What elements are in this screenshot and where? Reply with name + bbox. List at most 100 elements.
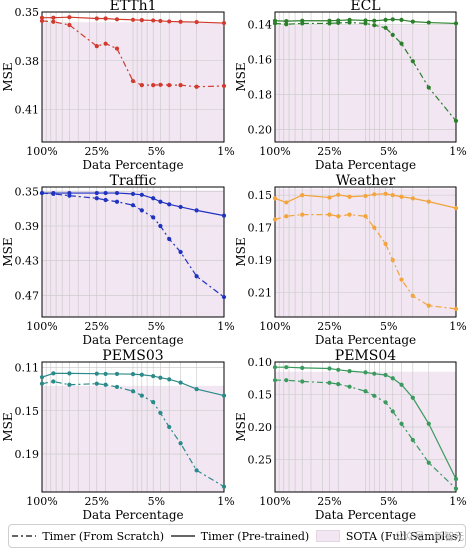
y-axis-label: MSE	[234, 412, 248, 441]
chart-panel-pems03: PEMS03 0.11 0.15 0.19 100% 25% 5% 1% Data Percen…	[1, 348, 235, 522]
chart-title: PEMS03	[102, 348, 163, 364]
data-point	[327, 212, 332, 217]
data-point	[453, 21, 459, 26]
data-point	[347, 384, 352, 389]
data-point	[151, 18, 156, 23]
y-tick-label: 0.18	[248, 89, 273, 102]
data-point	[221, 83, 227, 89]
data-point	[221, 213, 227, 218]
series-line-pretrained	[275, 366, 457, 480]
data-point	[130, 78, 136, 84]
x-tick-label: 1%	[449, 495, 466, 508]
data-point	[372, 192, 377, 197]
legend-label-sota: SOTA (Full Samples)	[345, 529, 462, 543]
chart-title: Traffic	[110, 173, 157, 189]
data-point	[67, 22, 72, 28]
data-point	[130, 372, 136, 377]
data-point	[272, 196, 278, 201]
data-point	[453, 306, 459, 311]
y-tick-label: 0.14	[248, 18, 273, 31]
data-point	[272, 217, 278, 222]
data-point	[194, 84, 199, 89]
data-point	[194, 208, 199, 213]
x-tick-label: 1%	[449, 145, 466, 158]
data-point	[363, 21, 368, 26]
data-point	[139, 192, 144, 197]
data-point	[336, 192, 341, 197]
x-tick-label: 100%	[259, 145, 290, 158]
data-point	[410, 19, 415, 24]
data-point	[94, 371, 99, 376]
y-tick-label: 0.10	[248, 356, 273, 369]
y-tick-label: 0.41	[15, 104, 40, 117]
plot-frame	[274, 361, 457, 493]
data-point	[178, 83, 183, 88]
data-point	[94, 381, 99, 386]
x-tick-label: 5%	[380, 495, 397, 508]
data-point	[221, 294, 227, 300]
y-tick-label: 0.35	[15, 6, 40, 19]
data-point	[363, 18, 368, 23]
data-point	[453, 118, 459, 124]
data-point	[167, 377, 172, 382]
data-point	[300, 365, 305, 370]
data-point	[151, 373, 156, 379]
data-point	[67, 193, 72, 198]
data-point	[399, 382, 404, 387]
plot-frame	[274, 186, 457, 318]
data-point	[51, 19, 56, 24]
data-point	[39, 190, 45, 196]
data-point	[336, 20, 341, 25]
data-point	[347, 369, 352, 374]
data-point	[426, 20, 431, 25]
data-point	[410, 437, 415, 443]
legend-item-sota: SOTA (Full Samples)	[315, 529, 462, 543]
x-tick-label: 25%	[85, 320, 109, 333]
data-point	[178, 204, 183, 210]
series-line-scratch	[41, 380, 225, 488]
data-point	[151, 399, 156, 405]
data-point	[158, 199, 163, 204]
data-point	[167, 236, 172, 242]
data-point	[363, 214, 368, 219]
y-tick-label: 0.20	[248, 421, 273, 434]
y-tick-label: 0.39	[15, 220, 40, 233]
x-tick-label: 5%	[148, 145, 165, 158]
data-point	[284, 19, 289, 24]
data-point	[284, 378, 289, 383]
x-axis-label: Data Percentage	[82, 333, 183, 347]
y-axis-label: MSE	[234, 62, 248, 91]
data-point	[130, 389, 136, 394]
data-point	[114, 371, 120, 377]
data-point	[51, 379, 56, 384]
data-point	[363, 193, 368, 199]
legend-dashdot-swatch	[12, 535, 37, 537]
data-point	[410, 293, 415, 298]
data-point	[103, 190, 108, 196]
chart-panel-etth1: ETTh1 0.35 0.38 0.41 100% 25% 5% 1% Data Percent…	[1, 0, 235, 172]
y-axis-label: MSE	[1, 412, 15, 441]
series-line-scratch	[274, 21, 457, 122]
data-point	[426, 85, 431, 90]
plot-frame	[41, 11, 225, 143]
data-point	[336, 214, 341, 219]
data-point	[410, 196, 415, 201]
data-point	[347, 194, 352, 199]
series-line-scratch	[41, 192, 225, 298]
x-tick-label: 100%	[26, 145, 57, 158]
data-point	[327, 21, 332, 26]
data-point	[130, 17, 136, 22]
x-tick-label: 100%	[259, 495, 290, 508]
data-point	[399, 41, 404, 46]
data-point	[410, 395, 415, 400]
data-point	[139, 208, 144, 213]
data-point	[130, 203, 136, 208]
data-point	[39, 18, 45, 24]
data-point	[399, 277, 404, 282]
y-tick-label: 0.15	[248, 389, 273, 402]
y-tick-label: 0.16	[248, 53, 273, 66]
y-tick-label: 0.17	[248, 222, 273, 235]
x-tick-label: 25%	[317, 320, 341, 333]
x-tick-label: 25%	[317, 495, 341, 508]
